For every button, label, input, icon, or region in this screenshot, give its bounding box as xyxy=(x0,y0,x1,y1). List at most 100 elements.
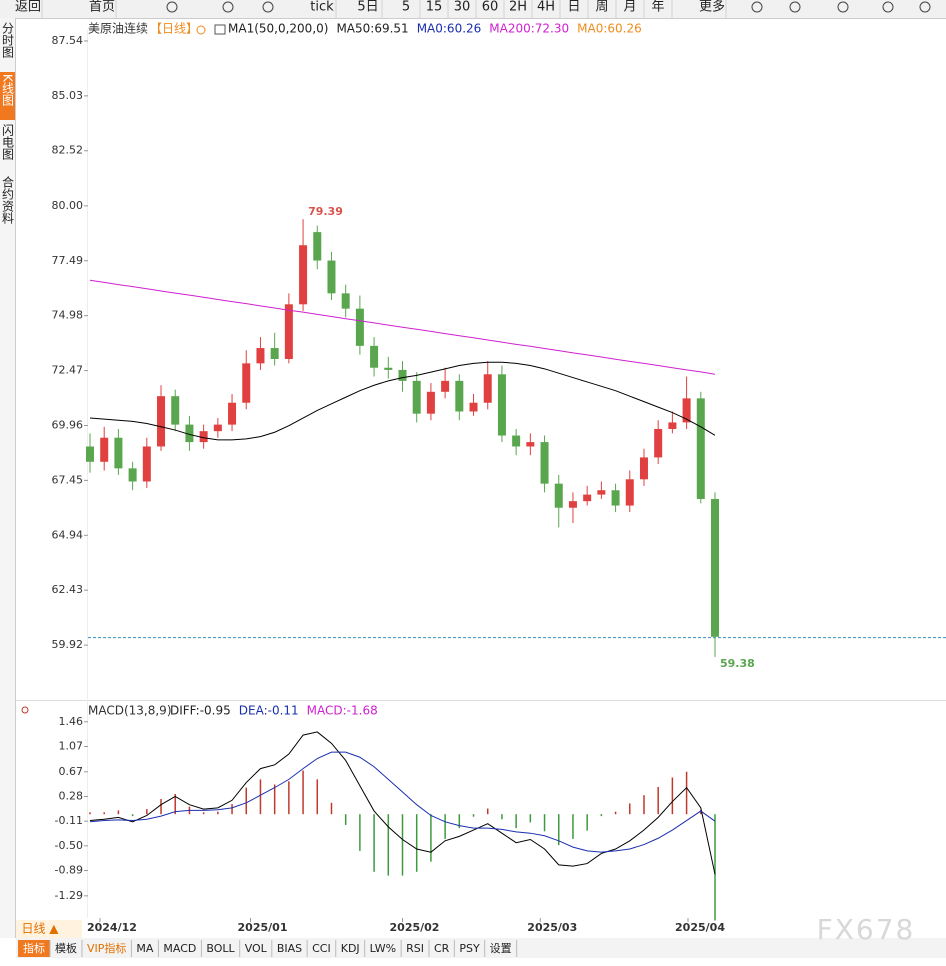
indicator-line xyxy=(89,731,716,875)
indicator-tab[interactable]: LW% xyxy=(370,942,396,955)
toolbar-button[interactable]: 15 xyxy=(426,0,443,15)
indicator-tab[interactable]: 指标 xyxy=(23,941,45,955)
toolbar-button[interactable]: 5 xyxy=(402,0,410,15)
candle-body xyxy=(199,431,208,443)
instrument-title: 美原油连续 xyxy=(88,21,148,36)
toolbar-icon[interactable] xyxy=(789,1,801,13)
toolbar-button[interactable]: 2H xyxy=(509,0,527,15)
indicator-tab[interactable]: KDJ xyxy=(341,942,360,955)
toolbar-button[interactable]: 30 xyxy=(454,0,471,15)
candle-body xyxy=(583,494,592,502)
toolbar-icon[interactable] xyxy=(919,1,931,13)
indicator-tab[interactable]: 设置 xyxy=(490,942,512,955)
sidebar-tab[interactable]: 闪电图 xyxy=(1,124,15,160)
candle-body xyxy=(284,304,293,359)
indicator-tab[interactable]: CCI xyxy=(312,942,331,955)
toolbar-button[interactable]: 返回 xyxy=(15,0,41,15)
x-tick-label: 2025/01 xyxy=(238,921,288,934)
indicator-tab[interactable]: CR xyxy=(434,942,450,955)
toolbar-button[interactable]: 5日 xyxy=(357,0,378,15)
low-annotation: 59.38 xyxy=(720,657,755,670)
settings-icon[interactable] xyxy=(21,706,29,714)
candle-body xyxy=(213,424,222,432)
indicator-line xyxy=(89,751,716,853)
candle-body xyxy=(625,479,634,506)
candle-body xyxy=(654,428,663,458)
toolbar-button[interactable]: tick xyxy=(310,0,334,15)
toolbar-icon[interactable] xyxy=(166,1,178,13)
ma-icon[interactable] xyxy=(214,24,226,35)
candle-body xyxy=(554,483,563,508)
macd-title: MACD(13,8,9) xyxy=(88,704,172,718)
toolbar-button[interactable]: 年 xyxy=(651,0,664,15)
indicator-tab[interactable]: VOL xyxy=(245,942,268,955)
candle-body xyxy=(668,422,677,429)
candle-body xyxy=(142,446,151,482)
y-tick-label: 62.43 xyxy=(52,583,84,596)
y-tick-label: 87.54 xyxy=(52,34,84,47)
candle-body xyxy=(128,468,137,482)
indicator-tab[interactable]: 模板 xyxy=(55,941,77,955)
candle-body xyxy=(228,402,237,425)
candle-body xyxy=(597,490,606,495)
y-tick-label: 59.92 xyxy=(52,638,84,651)
sidebar-tab[interactable]: 合约资料 xyxy=(1,175,15,224)
candle-body xyxy=(568,501,577,508)
toolbar-button[interactable]: 60 xyxy=(482,0,499,15)
candle-body xyxy=(512,435,521,447)
period-selector[interactable]: 日线 ▲ xyxy=(21,922,59,936)
toolbar-button[interactable]: 更多 xyxy=(699,0,725,15)
toolbar-button[interactable]: 周 xyxy=(595,0,608,15)
candle-body xyxy=(86,446,94,462)
toolbar-button[interactable]: 月 xyxy=(623,0,636,15)
candle-body xyxy=(157,396,166,447)
indicator-tab[interactable]: PSY xyxy=(459,942,480,955)
candle-body xyxy=(370,345,379,368)
candle-body xyxy=(299,245,308,305)
period-box[interactable] xyxy=(16,920,82,938)
indicator-tab[interactable]: VIP指标 xyxy=(87,941,126,955)
toolbar-button[interactable]: 首页 xyxy=(89,0,115,15)
legend-item: MA200:72.30 xyxy=(489,22,569,36)
candle-body xyxy=(327,260,336,294)
y-tick-label: 69.96 xyxy=(52,418,84,431)
indicator-tab[interactable]: MACD xyxy=(163,942,196,955)
toolbar-icon[interactable] xyxy=(262,1,274,13)
period-icon[interactable] xyxy=(196,25,206,35)
period-label: 【日线】 xyxy=(150,22,198,36)
toolbar-icon[interactable] xyxy=(837,1,849,13)
toolbar-icon[interactable] xyxy=(882,1,894,13)
candle-body xyxy=(412,380,421,414)
y-tick-label: 82.52 xyxy=(52,144,84,157)
indicator-tab[interactable]: BIAS xyxy=(277,942,302,955)
sidebar-active xyxy=(0,72,15,120)
legend-item: MA1(50,0,200,0) xyxy=(228,22,328,36)
indicator-tab[interactable]: MA xyxy=(136,942,153,955)
candle-body xyxy=(483,374,492,403)
x-tick-label: 2025/03 xyxy=(527,921,577,934)
toolbar-icon[interactable] xyxy=(751,1,763,13)
toolbar xyxy=(0,0,946,18)
tab-active xyxy=(18,940,50,957)
sidebar-tab[interactable]: 分时图 xyxy=(1,22,15,58)
legend-item: MA0:60.26 xyxy=(577,22,642,36)
toolbar-button[interactable]: 日 xyxy=(567,0,580,15)
candle-body xyxy=(696,398,705,499)
indicator-tab[interactable]: RSI xyxy=(406,942,424,955)
candle-body xyxy=(270,348,279,359)
candle-body xyxy=(711,498,719,637)
candle-body xyxy=(171,396,180,425)
candle-body xyxy=(355,308,364,346)
indicator-tab[interactable]: BOLL xyxy=(206,942,235,955)
sidebar xyxy=(0,18,15,938)
toolbar-icon[interactable] xyxy=(222,1,234,13)
candle-body xyxy=(540,442,549,484)
candle-body xyxy=(639,457,648,480)
y-tick-label: 80.00 xyxy=(52,199,84,212)
toolbar-button[interactable]: 4H xyxy=(537,0,555,15)
y-tick-label: -0.50 xyxy=(55,839,83,852)
y-tick-label: 72.47 xyxy=(52,364,84,377)
sidebar-tab[interactable]: K线图 xyxy=(1,74,15,106)
y-tick-label: -1.29 xyxy=(55,889,83,902)
